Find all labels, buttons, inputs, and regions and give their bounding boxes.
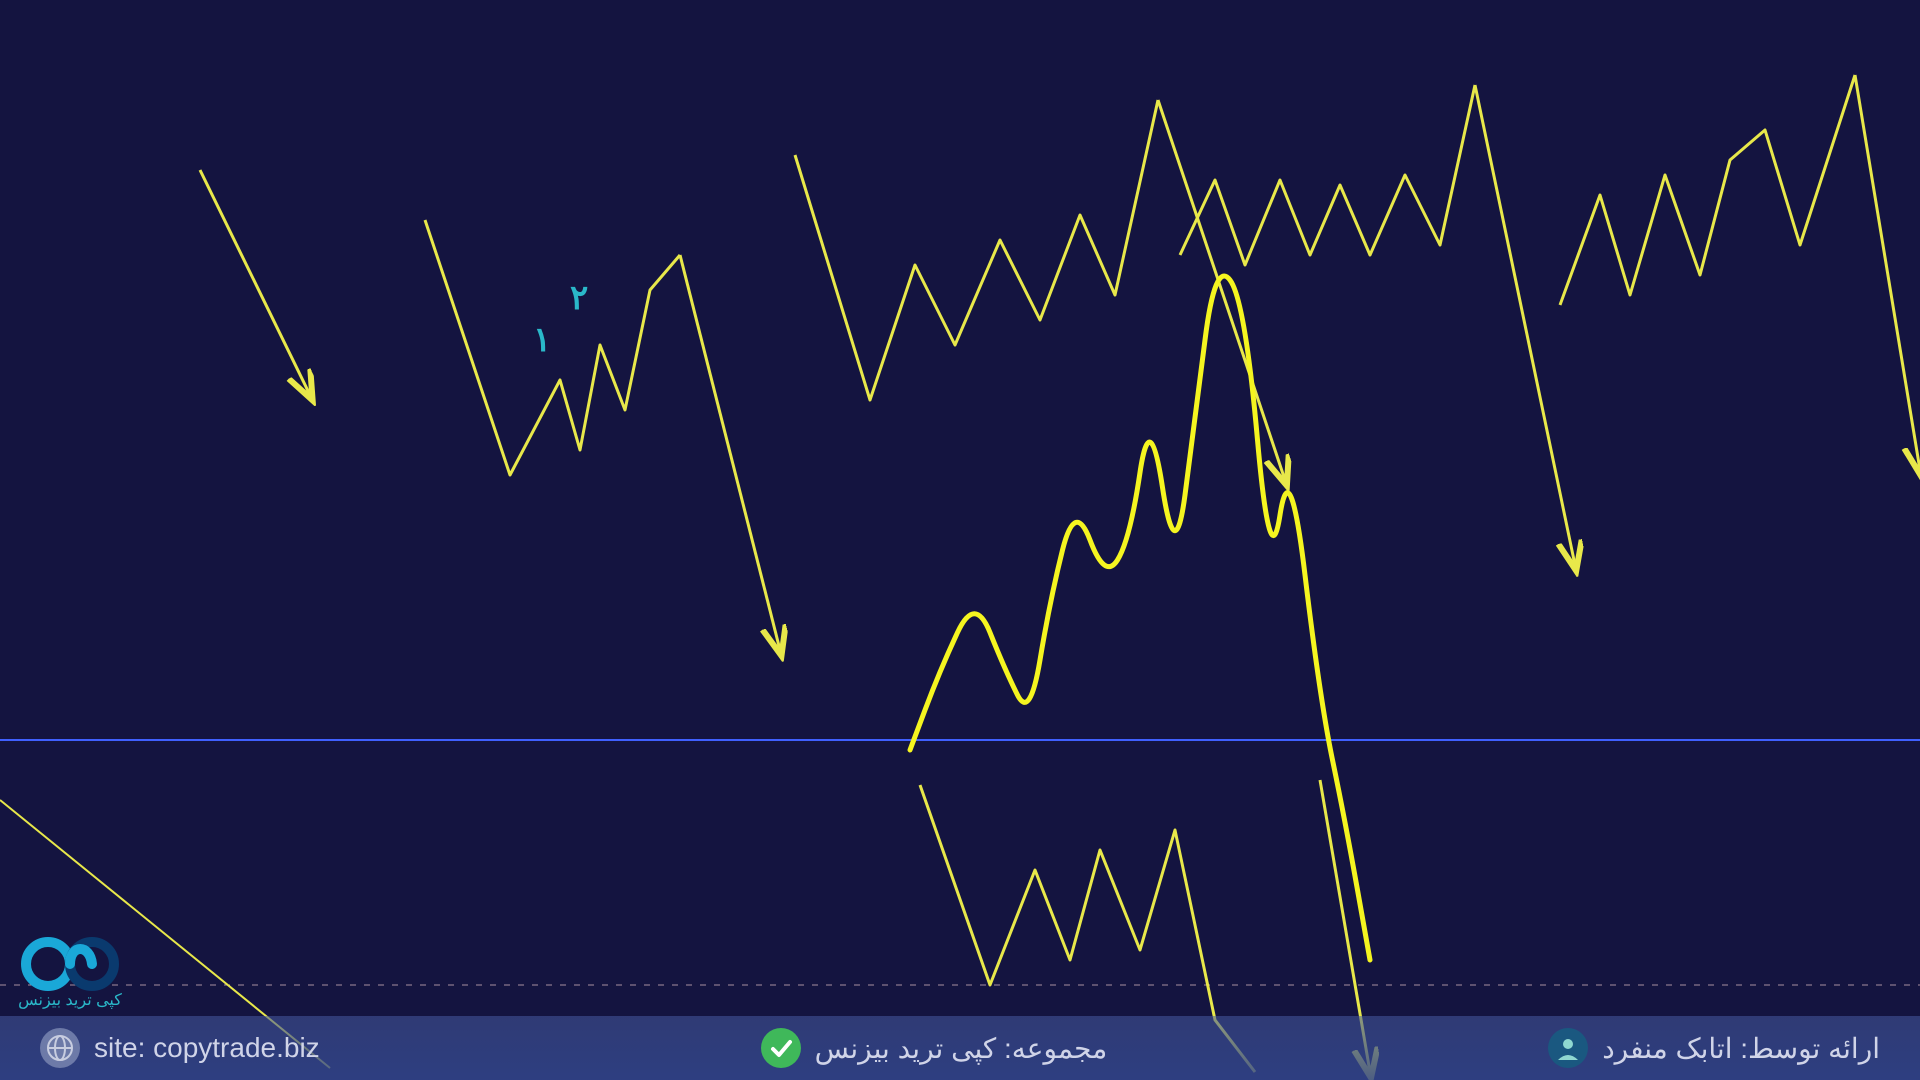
- footer-presenter-label: ارائه توسط: اتابک منفرد: [1602, 1032, 1880, 1065]
- wave-label-1: ۱: [533, 320, 551, 360]
- chart-canvas: [0, 0, 1920, 1080]
- check-icon: [761, 1028, 801, 1068]
- footer-bar: site: copytrade.biz مجموعه: کپی ترید بیز…: [0, 1016, 1920, 1080]
- footer-site-label: site: copytrade.biz: [94, 1032, 320, 1064]
- wave-label-2: ۲: [570, 278, 588, 318]
- infinity-icon: [10, 934, 130, 994]
- footer-presenter-group: ارائه توسط: اتابک منفرد: [1548, 1028, 1880, 1068]
- avatar-icon: [1548, 1028, 1588, 1068]
- footer-center-group: مجموعه: کپی ترید بیزنس: [761, 1028, 1108, 1068]
- globe-icon: [40, 1028, 80, 1068]
- brand-logo: کپی ترید بیزنس: [10, 934, 130, 1010]
- footer-center-label: مجموعه: کپی ترید بیزنس: [815, 1032, 1108, 1065]
- brand-logo-text: کپی ترید بیزنس: [18, 990, 122, 1010]
- footer-site-group: site: copytrade.biz: [40, 1028, 320, 1068]
